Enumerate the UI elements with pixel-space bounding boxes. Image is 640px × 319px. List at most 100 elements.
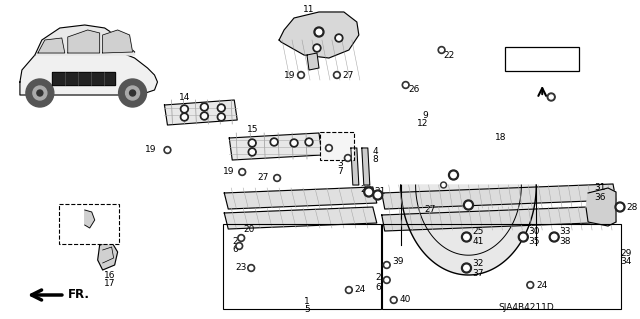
Circle shape (313, 44, 321, 52)
Text: 14: 14 (179, 93, 190, 101)
Polygon shape (224, 187, 377, 209)
Circle shape (182, 107, 187, 111)
Text: 9: 9 (423, 110, 429, 120)
Polygon shape (351, 148, 359, 185)
Circle shape (180, 105, 188, 113)
FancyBboxPatch shape (59, 204, 118, 244)
Circle shape (237, 244, 241, 248)
Circle shape (202, 105, 207, 109)
Text: 32: 32 (472, 258, 484, 268)
Polygon shape (38, 38, 65, 53)
Text: 23: 23 (236, 263, 247, 272)
Circle shape (552, 234, 557, 240)
Circle shape (615, 202, 625, 212)
Circle shape (218, 104, 225, 112)
Circle shape (385, 263, 388, 267)
Circle shape (344, 154, 351, 161)
FancyBboxPatch shape (506, 47, 579, 71)
Circle shape (549, 232, 559, 242)
Text: 30: 30 (528, 227, 540, 236)
Text: 34: 34 (620, 257, 631, 266)
Circle shape (461, 263, 472, 273)
Text: 25: 25 (472, 227, 484, 236)
Circle shape (520, 234, 526, 240)
Text: 18: 18 (495, 133, 507, 143)
Circle shape (292, 141, 296, 145)
Circle shape (347, 288, 351, 292)
Text: 19: 19 (145, 145, 157, 154)
Circle shape (390, 296, 397, 303)
Circle shape (200, 103, 209, 111)
Polygon shape (381, 184, 616, 209)
Circle shape (239, 236, 243, 240)
Text: 41: 41 (472, 238, 484, 247)
Text: 15: 15 (247, 125, 259, 135)
Text: 35: 35 (528, 238, 540, 247)
Polygon shape (307, 53, 319, 70)
Circle shape (442, 183, 445, 187)
Circle shape (333, 71, 340, 78)
Circle shape (346, 286, 353, 293)
Circle shape (518, 232, 528, 242)
Circle shape (461, 232, 472, 242)
Text: 16: 16 (104, 271, 115, 279)
Circle shape (449, 170, 458, 180)
Circle shape (404, 83, 408, 87)
Circle shape (218, 113, 225, 121)
Circle shape (129, 90, 136, 96)
Circle shape (239, 168, 246, 175)
Circle shape (200, 112, 209, 120)
Text: 31: 31 (594, 183, 605, 192)
Text: 29: 29 (620, 249, 631, 257)
Text: 25: 25 (332, 151, 343, 160)
Circle shape (166, 148, 169, 152)
Circle shape (327, 146, 331, 150)
Circle shape (219, 106, 223, 110)
Circle shape (237, 234, 244, 241)
Polygon shape (279, 12, 359, 58)
Text: 24: 24 (536, 280, 547, 290)
Circle shape (466, 202, 471, 208)
Circle shape (463, 200, 474, 210)
Circle shape (250, 141, 254, 145)
Text: B-50: B-50 (65, 219, 92, 229)
Text: 27: 27 (342, 70, 353, 79)
Polygon shape (98, 242, 118, 270)
Circle shape (180, 113, 188, 121)
Polygon shape (381, 206, 616, 231)
Circle shape (274, 174, 280, 182)
Text: 2: 2 (232, 238, 238, 247)
Circle shape (298, 71, 305, 78)
Polygon shape (84, 210, 95, 228)
Circle shape (290, 139, 298, 147)
Text: 7: 7 (337, 167, 343, 175)
Polygon shape (586, 188, 616, 226)
Circle shape (236, 242, 243, 249)
Circle shape (346, 156, 349, 160)
Circle shape (464, 234, 469, 240)
Circle shape (440, 48, 444, 52)
Polygon shape (224, 207, 377, 229)
Text: 3: 3 (337, 159, 343, 167)
Circle shape (305, 138, 313, 146)
Text: 39: 39 (393, 257, 404, 266)
Circle shape (250, 150, 254, 154)
Circle shape (275, 176, 279, 180)
Text: 38: 38 (559, 238, 571, 247)
Circle shape (248, 264, 255, 271)
Polygon shape (362, 148, 370, 185)
Polygon shape (35, 25, 134, 55)
Circle shape (241, 170, 244, 174)
Circle shape (248, 148, 256, 156)
Circle shape (335, 34, 343, 42)
Circle shape (315, 46, 319, 50)
Circle shape (440, 182, 447, 188)
Circle shape (125, 86, 140, 100)
Text: B-3: B-3 (327, 141, 347, 151)
Circle shape (307, 140, 311, 144)
Circle shape (164, 146, 171, 153)
Circle shape (219, 115, 223, 119)
Circle shape (314, 27, 324, 37)
Circle shape (451, 172, 456, 178)
Text: 1: 1 (304, 298, 310, 307)
